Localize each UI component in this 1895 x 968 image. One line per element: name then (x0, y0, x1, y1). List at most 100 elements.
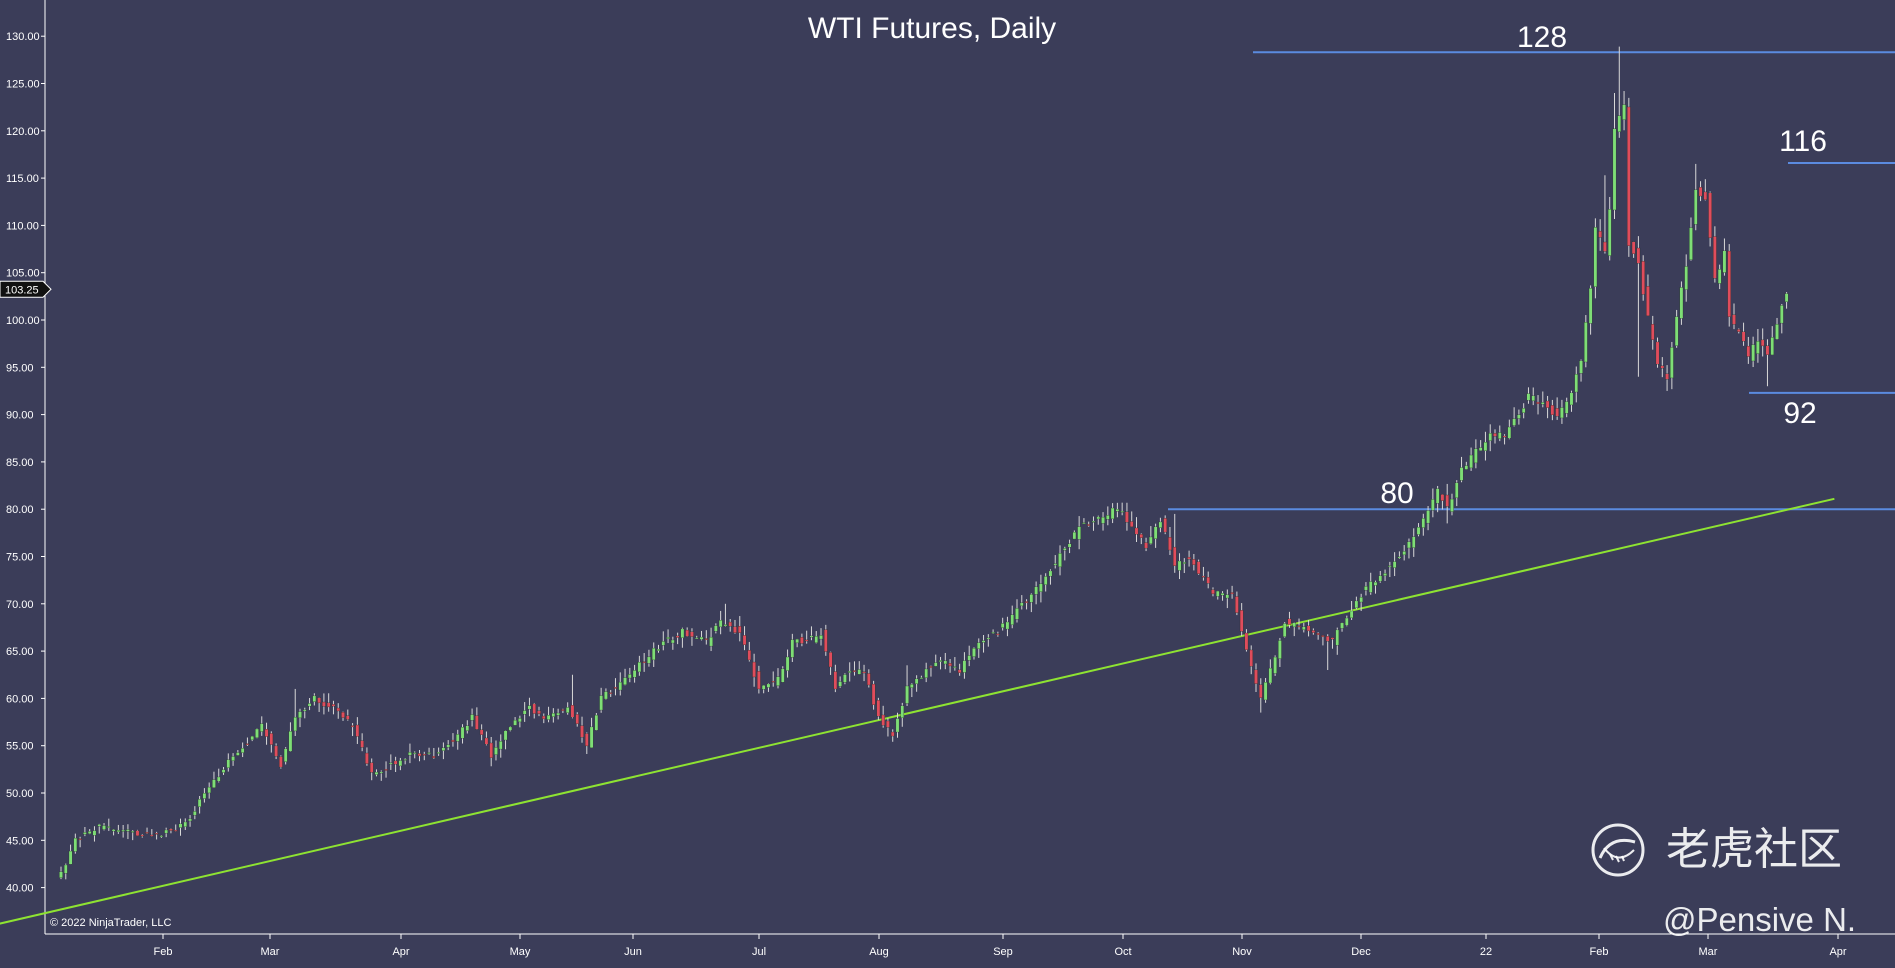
candle (1488, 424, 1492, 452)
candle (479, 724, 484, 741)
candle (1335, 627, 1340, 655)
candle (1101, 512, 1105, 531)
candle (599, 687, 603, 713)
candle (1478, 440, 1483, 451)
candle (1192, 553, 1196, 571)
candle (1765, 339, 1770, 387)
candle (1674, 309, 1679, 348)
candle (881, 705, 885, 728)
candle (317, 697, 321, 712)
candle (484, 731, 489, 746)
candle (1679, 281, 1684, 325)
candle (322, 693, 326, 715)
candle (1015, 599, 1019, 623)
candle (781, 666, 785, 683)
candle (403, 758, 407, 765)
y-tick-label: 95.00 (6, 362, 34, 374)
candle (709, 627, 713, 652)
candle (1287, 611, 1292, 628)
candle (465, 720, 470, 734)
candle (83, 827, 87, 837)
candle (1498, 425, 1502, 442)
candle (1775, 317, 1779, 340)
watermark-text: 老虎社区 (1666, 825, 1842, 874)
y-tick-label: 85.00 (6, 457, 34, 469)
candle (1698, 181, 1703, 202)
candle (1550, 399, 1555, 421)
x-axis: Feb Mar Apr May Jun Jul Aug Sep Oct Nov Dec 22 Feb Ma… (154, 934, 1847, 958)
candle (1144, 537, 1148, 552)
candle (197, 795, 202, 814)
candle (288, 722, 293, 752)
candle (1216, 590, 1220, 600)
candle (293, 688, 297, 736)
candle (871, 680, 876, 710)
candle (1517, 409, 1521, 425)
y-tick-label: 100.00 (6, 315, 40, 327)
last-price-box (0, 280, 52, 298)
candle (1770, 326, 1774, 356)
x-tick-label: Feb (1590, 946, 1609, 958)
candle (666, 629, 670, 644)
candle (1737, 328, 1741, 334)
candle (312, 693, 317, 706)
candle (59, 866, 63, 880)
candle (1426, 505, 1430, 531)
candle (1268, 659, 1273, 685)
candle (804, 630, 809, 644)
y-tick-label: 40.00 (6, 883, 34, 895)
candle (1364, 582, 1368, 596)
candle (1741, 322, 1746, 346)
candle (393, 756, 398, 772)
candle (1096, 515, 1101, 525)
candles (59, 46, 1789, 880)
candle (1368, 572, 1373, 595)
x-tick-label: Apr (392, 946, 409, 958)
x-tick-label: Apr (1829, 946, 1846, 958)
candle (685, 627, 689, 637)
candle (1555, 397, 1559, 420)
candle (341, 711, 345, 721)
y-tick-label: 130.00 (6, 31, 40, 43)
candle (102, 823, 106, 831)
x-tick-label: Jul (752, 946, 766, 958)
candle (1082, 518, 1086, 524)
candle (1058, 545, 1062, 576)
candle (432, 747, 436, 759)
y-tick-label: 70.00 (6, 599, 34, 611)
candle (914, 675, 919, 692)
candle (828, 651, 833, 675)
candle (1349, 600, 1354, 620)
candle (130, 830, 135, 841)
candle (1512, 407, 1516, 427)
candle (637, 655, 642, 676)
candle (1378, 570, 1383, 583)
candle (1168, 526, 1172, 555)
candle (1636, 236, 1641, 377)
candle (671, 636, 675, 650)
candle (972, 647, 976, 660)
candle (1010, 605, 1014, 629)
candle (1273, 655, 1277, 676)
x-tick-label: Mar (1699, 946, 1718, 958)
candle (1584, 315, 1588, 368)
candle (1321, 635, 1325, 646)
candle (757, 665, 761, 694)
candle (585, 732, 589, 754)
candle (680, 627, 685, 648)
candle (451, 733, 455, 747)
candle (1641, 255, 1645, 301)
candle (92, 826, 97, 842)
candle (1039, 574, 1043, 603)
candle (1703, 179, 1708, 201)
candle (1574, 366, 1579, 403)
candle (412, 751, 417, 759)
candle (847, 662, 852, 682)
candle (1717, 264, 1722, 290)
candle (771, 671, 775, 687)
candle (857, 661, 862, 675)
candle (1612, 92, 1617, 219)
candle (522, 702, 527, 722)
candle (738, 616, 742, 642)
candle (675, 632, 680, 645)
